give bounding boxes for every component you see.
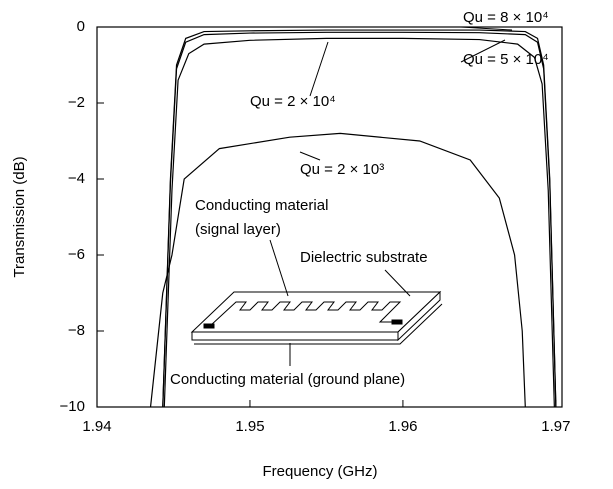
x-tick-label: 1.97 <box>541 418 570 435</box>
y-tick-label: −2 <box>68 94 85 111</box>
y-tick-label: −6 <box>68 246 85 263</box>
y-tick-label: −4 <box>68 170 85 187</box>
y-axis-label: Transmission (dB) <box>11 156 28 277</box>
x-tick-label: 1.96 <box>388 418 417 435</box>
x-tick-label: 1.95 <box>235 418 264 435</box>
y-tick-label: 0 <box>77 18 85 35</box>
annotation: Conducting material <box>195 197 328 214</box>
annotation: Conducting material (ground plane) <box>170 371 405 388</box>
series-line <box>149 132 526 408</box>
annotation: (signal layer) <box>195 221 281 238</box>
series-line <box>162 29 557 408</box>
x-axis-label: Frequency (GHz) <box>262 463 377 480</box>
annotation: Qu = 2 × 10⁴ <box>250 93 336 110</box>
y-tick-label: −8 <box>68 322 85 339</box>
series-line <box>163 37 555 408</box>
series-line <box>162 31 557 408</box>
x-tick-label: 1.94 <box>82 418 111 435</box>
y-tick-label: −10 <box>60 398 85 415</box>
annotation: Qu = 5 × 10⁴ <box>463 51 549 68</box>
inset-diagram <box>190 26 513 366</box>
annotation: Dielectric substrate <box>300 249 428 266</box>
plot-frame <box>96 26 563 408</box>
annotation: Qu = 2 × 10³ <box>300 161 384 178</box>
annotation: Qu = 8 × 10⁴ <box>463 9 549 26</box>
